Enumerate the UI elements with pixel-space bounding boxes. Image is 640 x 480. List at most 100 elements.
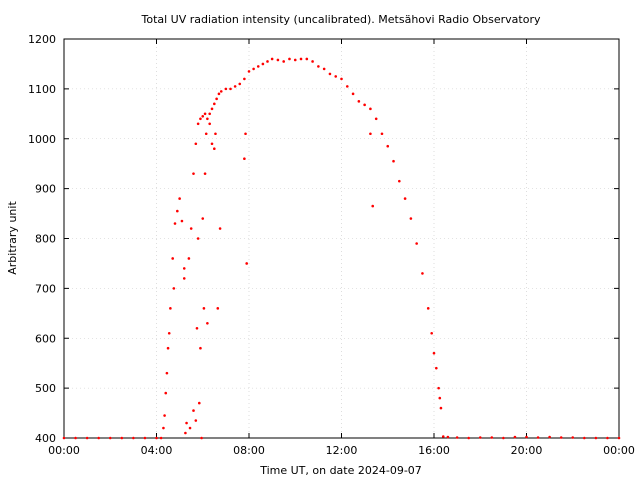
data-point — [120, 436, 124, 440]
data-point — [525, 435, 528, 439]
y-axis-label: Arbitrary unit — [6, 201, 19, 275]
data-point — [203, 172, 207, 175]
data-point — [97, 436, 100, 440]
data-point — [171, 257, 174, 260]
data-point — [167, 331, 171, 335]
data-point — [200, 436, 203, 440]
data-point — [182, 267, 186, 270]
data-point — [415, 242, 418, 245]
data-point — [162, 426, 165, 430]
data-point — [216, 307, 220, 310]
data-point — [256, 65, 260, 68]
data-point — [437, 386, 440, 390]
data-point — [380, 132, 384, 136]
data-point — [194, 142, 198, 146]
data-point — [159, 436, 163, 440]
y-tick-label: 900 — [35, 183, 56, 196]
data-point — [386, 144, 390, 148]
data-point — [143, 436, 147, 440]
data-point — [195, 326, 199, 330]
data-point — [155, 436, 158, 440]
data-point — [194, 419, 198, 422]
data-point — [502, 436, 505, 440]
data-point — [435, 366, 438, 370]
data-point — [210, 107, 214, 111]
data-point — [247, 70, 251, 73]
data-point — [219, 90, 223, 93]
data-point — [261, 62, 265, 66]
data-point — [201, 115, 205, 118]
data-point — [293, 58, 297, 62]
data-point — [311, 60, 314, 63]
data-point — [178, 197, 181, 200]
data-point — [184, 431, 187, 435]
y-tick-label: 400 — [35, 432, 56, 445]
data-point — [188, 426, 192, 430]
data-point — [455, 436, 459, 439]
x-tick-label: 00:00 — [48, 444, 80, 457]
data-point — [180, 219, 184, 223]
data-point — [199, 346, 202, 350]
data-point — [199, 117, 202, 121]
data-point — [409, 217, 413, 220]
data-point — [213, 147, 216, 151]
data-point — [334, 75, 338, 78]
data-point — [213, 102, 216, 106]
data-point — [218, 227, 222, 230]
data-point — [196, 237, 200, 240]
data-point — [317, 65, 320, 68]
data-point — [392, 159, 395, 163]
data-point — [182, 277, 186, 280]
data-point — [62, 436, 66, 440]
x-tick-label: 12:00 — [326, 444, 358, 457]
data-point — [478, 436, 482, 439]
data-point — [369, 132, 372, 136]
data-point — [243, 77, 246, 81]
data-point — [245, 262, 248, 265]
y-tick-labels: 400 500 600 700 800 900 1000 1100 1200 — [28, 33, 56, 445]
x-tick-label: 00:00 — [603, 444, 635, 457]
data-point — [441, 435, 445, 438]
data-point — [172, 287, 176, 290]
x-axis-label: Time UT, on date 2024-09-07 — [259, 464, 422, 477]
data-point — [288, 57, 291, 61]
data-point — [208, 112, 211, 116]
x-tick-label: 16:00 — [418, 444, 450, 457]
data-point — [238, 82, 242, 86]
data-point — [606, 436, 609, 440]
data-point — [243, 157, 246, 160]
data-point — [217, 92, 221, 96]
data-point — [421, 272, 424, 275]
data-point — [340, 77, 343, 81]
data-point — [594, 436, 598, 440]
data-point — [187, 257, 191, 260]
x-tick-label: 20:00 — [511, 444, 543, 457]
data-point — [164, 391, 168, 395]
data-point — [208, 122, 211, 126]
chart-title: Total UV radiation intensity (uncalibrat… — [141, 13, 541, 26]
x-tick-label: 04:00 — [141, 444, 173, 457]
data-point — [203, 112, 207, 116]
data-point — [132, 436, 135, 440]
data-point — [439, 406, 443, 410]
data-point — [169, 307, 172, 310]
data-point — [196, 122, 200, 126]
data-point — [357, 100, 361, 103]
data-point — [173, 222, 177, 225]
data-point — [215, 97, 218, 101]
data-point — [85, 436, 89, 440]
data-point — [548, 435, 551, 439]
data-point — [165, 371, 169, 375]
data-point — [432, 351, 436, 355]
data-point — [583, 436, 586, 440]
data-point — [214, 132, 217, 136]
data-point — [617, 436, 621, 440]
data-point — [192, 172, 195, 175]
y-tick-label: 1200 — [28, 33, 56, 46]
data-point — [185, 421, 188, 425]
plot-frame — [63, 38, 620, 439]
data-point — [201, 217, 205, 220]
data-point — [322, 67, 326, 71]
data-point — [374, 117, 378, 121]
